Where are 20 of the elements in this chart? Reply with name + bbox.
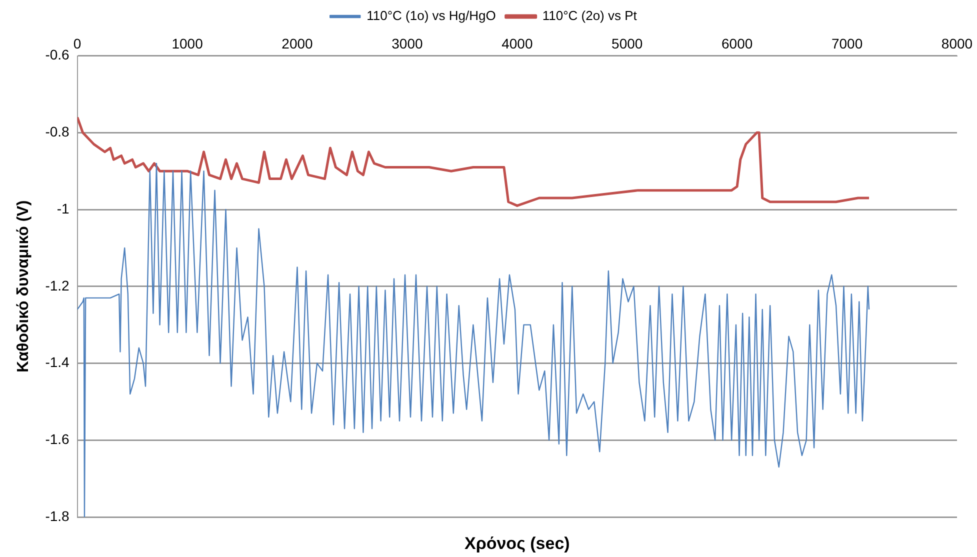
legend-label: 110°C (2ο) vs Pt bbox=[542, 8, 638, 24]
y-tick-label: -0.6 bbox=[45, 46, 70, 63]
x-tick-label: 6000 bbox=[722, 35, 753, 52]
legend-label: 110°C (1ο) vs Hg/HgO bbox=[366, 8, 496, 24]
x-tick-label: 0 bbox=[73, 35, 82, 52]
y-tick-label: -1 bbox=[56, 200, 70, 216]
x-tick-label: 1000 bbox=[172, 35, 204, 52]
y-tick-label: -1.6 bbox=[45, 430, 70, 447]
x-tick-label: 7000 bbox=[831, 35, 863, 52]
x-tick-label: 2000 bbox=[282, 35, 314, 52]
y-tick-label: -1.8 bbox=[45, 508, 70, 524]
x-tick-label: 4000 bbox=[502, 35, 533, 52]
y-axis-title: Καθοδικό δυναμικό (V) bbox=[15, 200, 32, 372]
y-tick-label: -1.4 bbox=[45, 354, 70, 370]
y-tick-label: -0.8 bbox=[45, 124, 70, 140]
x-tick-label: 8000 bbox=[941, 35, 973, 52]
x-tick-label: 3000 bbox=[392, 35, 423, 52]
y-tick-label: -1.2 bbox=[45, 277, 70, 294]
x-tick-label: 5000 bbox=[612, 35, 643, 52]
x-axis-title: Χρόνος (sec) bbox=[464, 534, 570, 554]
